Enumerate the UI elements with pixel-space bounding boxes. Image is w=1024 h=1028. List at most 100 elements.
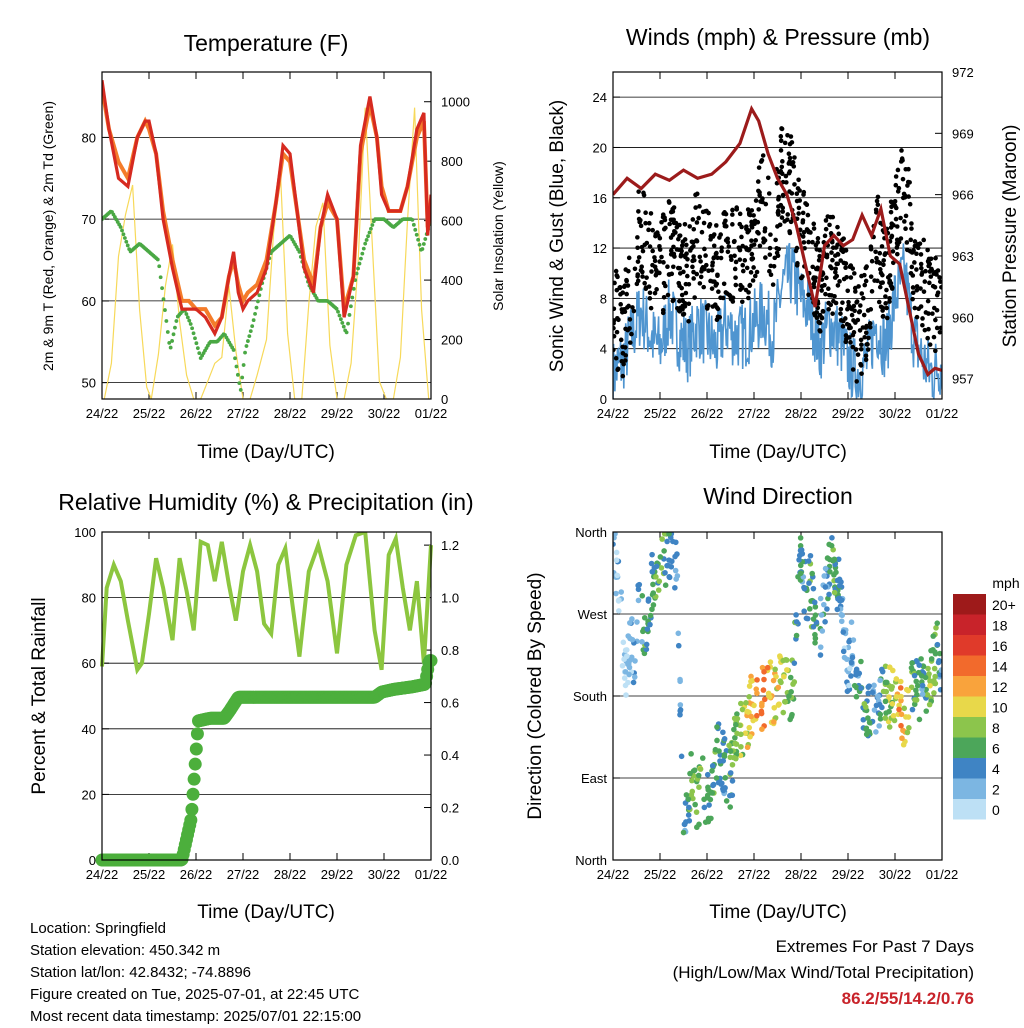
gust-point (732, 238, 737, 244)
legend-swatch (953, 655, 986, 676)
gust-point (891, 222, 896, 228)
x-tick-label: 28/22 (274, 406, 307, 421)
gust-point (834, 261, 839, 267)
gust-point (922, 279, 928, 284)
gust-point (646, 284, 652, 289)
gust-point (730, 212, 735, 217)
gust-point (706, 224, 712, 229)
gust-point (907, 201, 913, 207)
gust-point (893, 182, 899, 188)
gust-point (654, 287, 659, 292)
direction-point (914, 682, 921, 689)
direction-point (643, 646, 650, 653)
y-tick-label-right: 963 (952, 249, 974, 264)
gust-point (895, 167, 901, 173)
gust-point (754, 269, 760, 275)
y-tick-label: 80 (82, 591, 96, 606)
temperature-ylabel-left: 2m & 9m T (Red, Orange) & 2m Td (Green) (40, 101, 56, 371)
dewpoint-point (421, 242, 426, 246)
gust-point (622, 309, 628, 315)
gust-point (863, 330, 869, 336)
direction-point (639, 593, 646, 599)
gust-point (934, 272, 939, 277)
direction-point (706, 802, 712, 808)
legend-label: 4 (992, 761, 1000, 777)
gust-point (832, 275, 838, 280)
direction-point (754, 712, 760, 719)
gust-point (867, 324, 873, 330)
plot-area-direction: 24/22 25/22 26/22 27/22 28/22 29/22 30/22 01/22… (573, 525, 958, 882)
gust-point (884, 315, 890, 321)
direction-point (636, 581, 643, 588)
temperature-xlabel: Time (Day/UTC) (197, 442, 335, 463)
gust-point (703, 253, 708, 258)
x-tick-label: 25/22 (644, 867, 677, 882)
gust-point (648, 305, 654, 311)
x-tick-label: 24/22 (597, 406, 630, 421)
direction-point (891, 717, 898, 724)
gust-point (684, 242, 689, 248)
direction-point (699, 755, 706, 761)
gust-point (641, 190, 646, 196)
gust-point (713, 283, 719, 288)
direction-point (886, 724, 893, 730)
gust-point (618, 337, 624, 343)
direction-point (697, 766, 704, 772)
gust-point (912, 239, 918, 244)
gust-point (845, 288, 851, 294)
direction-point (686, 804, 692, 811)
direction-xlabel: Time (Day/UTC) (709, 902, 847, 923)
direction-point (860, 716, 867, 723)
gust-point (884, 305, 889, 311)
direction-point (801, 585, 808, 592)
gust-point (833, 266, 838, 272)
gust-point (718, 255, 724, 261)
gust-point (823, 226, 829, 232)
direction-point (928, 656, 935, 662)
direction-point (689, 777, 695, 784)
gust-point (858, 361, 863, 367)
dewpoint-point (250, 324, 255, 329)
gust-point (694, 238, 700, 244)
direction-point (782, 699, 789, 705)
direction-point (797, 570, 804, 577)
gust-point (935, 268, 941, 273)
direction-panel: Wind Direction Time (Day/UTC) Direction … (525, 483, 1020, 923)
gust-point (763, 255, 768, 260)
gust-point (698, 259, 703, 264)
gust-point (865, 342, 870, 347)
gust-point (642, 280, 647, 286)
direction-point (733, 721, 739, 728)
gust-point (927, 280, 932, 286)
direction-point (746, 724, 753, 731)
direction-point (761, 676, 767, 683)
gust-point (779, 164, 785, 170)
precip-point (190, 727, 204, 741)
direction-point (731, 726, 737, 733)
dewpoint-point (361, 246, 366, 251)
gust-point (679, 285, 684, 291)
humidity-ylabel-left: Percent & Total Rainfall (29, 597, 50, 794)
direction-ylabel-left: Direction (Colored By Speed) (525, 572, 546, 819)
gust-point (934, 325, 940, 331)
gust-point (883, 301, 888, 306)
dewpoint-point (234, 364, 239, 369)
y-tick-label-right: 0.4 (441, 748, 459, 763)
gust-point (879, 244, 885, 249)
direction-point (934, 641, 941, 648)
direction-point (623, 647, 630, 653)
dewpoint-point (122, 236, 127, 240)
x-tick-label: 25/22 (644, 406, 677, 421)
direction-point (754, 677, 760, 683)
gust-point (778, 168, 784, 174)
precip-point (187, 772, 201, 786)
direction-point (709, 790, 716, 796)
gust-point (863, 353, 869, 359)
direction-point (746, 683, 753, 689)
direction-point (748, 713, 754, 720)
direction-point (931, 665, 938, 672)
gust-point (671, 264, 676, 270)
gust-point (914, 251, 919, 257)
gust-point (861, 312, 867, 318)
gust-point (804, 227, 810, 232)
